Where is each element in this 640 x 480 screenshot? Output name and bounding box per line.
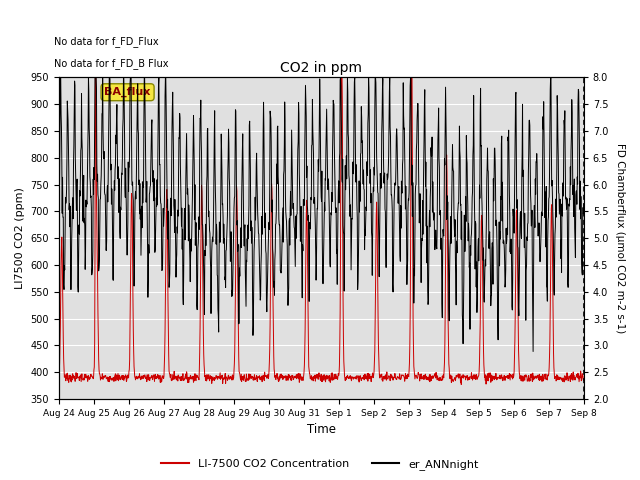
Legend: LI-7500 CO2 Concentration, er_ANNnight: LI-7500 CO2 Concentration, er_ANNnight [157,455,483,474]
Title: CO2 in ppm: CO2 in ppm [280,61,362,75]
Text: No data for f_FD_B Flux: No data for f_FD_B Flux [54,58,168,69]
Text: No data for f_FD_Flux: No data for f_FD_Flux [54,36,158,47]
X-axis label: Time: Time [307,423,336,436]
Text: BA_flux: BA_flux [104,87,151,97]
Y-axis label: LI7500 CO2 (ppm): LI7500 CO2 (ppm) [15,187,25,289]
Y-axis label: FD Chamberflux (μmol CO2 m-2 s-1): FD Chamberflux (μmol CO2 m-2 s-1) [615,143,625,333]
